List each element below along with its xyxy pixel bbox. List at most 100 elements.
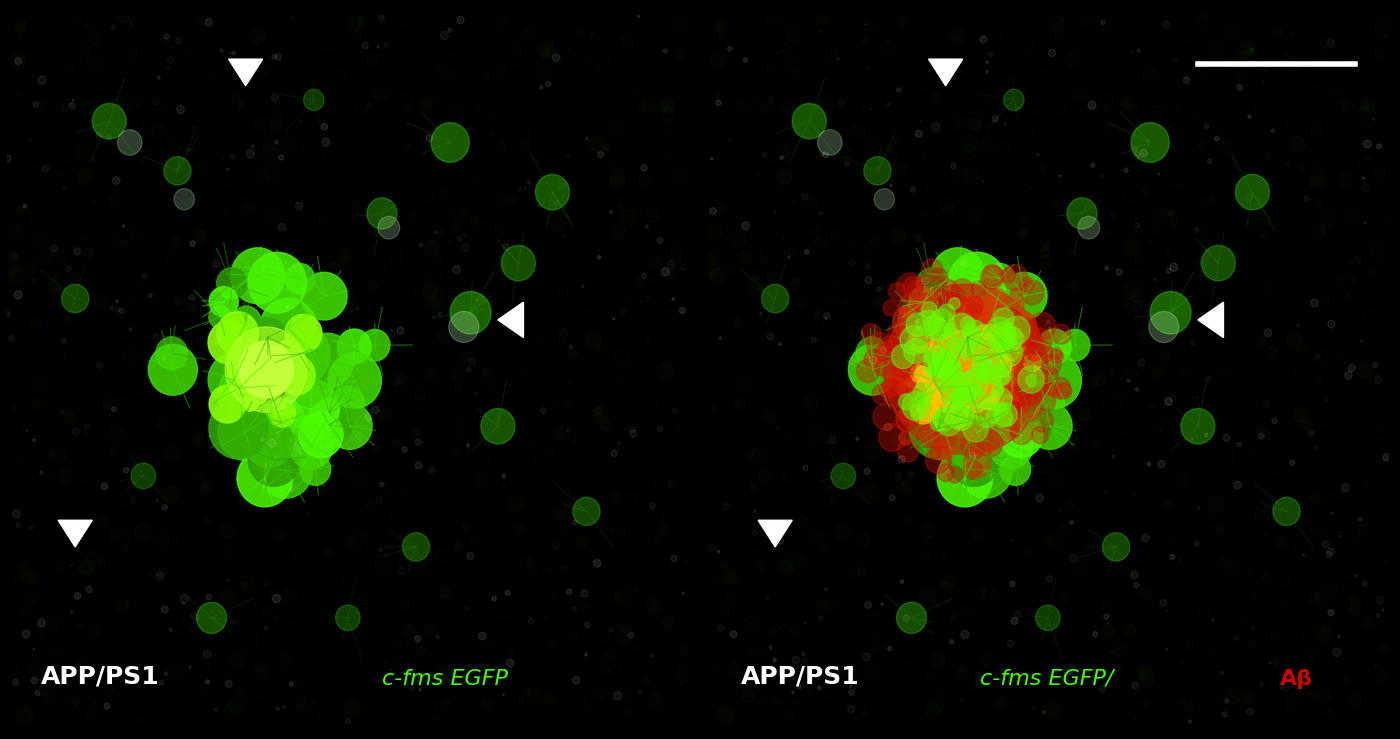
Circle shape bbox=[109, 427, 125, 444]
Circle shape bbox=[893, 434, 904, 446]
Circle shape bbox=[986, 61, 988, 64]
Circle shape bbox=[710, 208, 717, 214]
Circle shape bbox=[930, 339, 946, 357]
Circle shape bbox=[1004, 381, 1036, 415]
Circle shape bbox=[1032, 426, 1049, 443]
Circle shape bbox=[1109, 545, 1116, 553]
Circle shape bbox=[1050, 378, 1071, 399]
Circle shape bbox=[883, 339, 900, 357]
Circle shape bbox=[612, 224, 626, 239]
Circle shape bbox=[567, 429, 570, 432]
Circle shape bbox=[816, 10, 829, 23]
Circle shape bbox=[1359, 103, 1368, 112]
Circle shape bbox=[924, 326, 935, 337]
Circle shape bbox=[969, 382, 994, 407]
Circle shape bbox=[1002, 401, 1022, 423]
Circle shape bbox=[1344, 678, 1350, 685]
Circle shape bbox=[906, 319, 914, 329]
Circle shape bbox=[1140, 670, 1155, 686]
Circle shape bbox=[980, 333, 1001, 355]
Circle shape bbox=[1341, 483, 1350, 492]
Circle shape bbox=[378, 217, 400, 239]
Circle shape bbox=[1247, 448, 1256, 455]
Circle shape bbox=[81, 236, 85, 240]
Circle shape bbox=[977, 367, 998, 389]
Circle shape bbox=[1093, 381, 1099, 386]
Circle shape bbox=[952, 371, 979, 399]
Circle shape bbox=[937, 381, 948, 392]
Circle shape bbox=[619, 687, 631, 701]
Circle shape bbox=[966, 349, 981, 364]
Circle shape bbox=[434, 253, 444, 264]
Circle shape bbox=[127, 58, 133, 64]
Circle shape bbox=[1226, 688, 1242, 704]
Circle shape bbox=[263, 166, 280, 183]
Circle shape bbox=[728, 47, 732, 51]
Circle shape bbox=[1376, 144, 1382, 149]
Circle shape bbox=[864, 350, 885, 370]
Circle shape bbox=[1009, 356, 1040, 389]
Circle shape bbox=[949, 356, 969, 376]
Circle shape bbox=[1032, 367, 1040, 377]
Circle shape bbox=[286, 314, 322, 353]
Circle shape bbox=[567, 347, 578, 358]
Circle shape bbox=[987, 352, 1004, 369]
Circle shape bbox=[1158, 173, 1159, 174]
Circle shape bbox=[557, 336, 566, 344]
Circle shape bbox=[403, 624, 416, 637]
Circle shape bbox=[1057, 384, 1071, 399]
Circle shape bbox=[1259, 180, 1267, 189]
Circle shape bbox=[1061, 367, 1067, 373]
Circle shape bbox=[209, 287, 238, 317]
Circle shape bbox=[1337, 636, 1340, 638]
Circle shape bbox=[647, 208, 659, 222]
Circle shape bbox=[1018, 383, 1046, 411]
Circle shape bbox=[906, 313, 928, 336]
Circle shape bbox=[966, 371, 988, 395]
Circle shape bbox=[748, 452, 753, 457]
Circle shape bbox=[172, 324, 185, 338]
Circle shape bbox=[1131, 123, 1169, 163]
Circle shape bbox=[1309, 176, 1322, 188]
Circle shape bbox=[1310, 299, 1319, 307]
Circle shape bbox=[966, 345, 973, 353]
Circle shape bbox=[1151, 367, 1162, 378]
Circle shape bbox=[433, 715, 437, 719]
Circle shape bbox=[960, 298, 1016, 357]
Circle shape bbox=[939, 329, 967, 357]
Circle shape bbox=[928, 333, 956, 362]
Circle shape bbox=[659, 103, 668, 112]
Circle shape bbox=[3, 259, 18, 275]
Circle shape bbox=[148, 344, 197, 395]
Circle shape bbox=[995, 697, 1007, 709]
Circle shape bbox=[1271, 129, 1275, 133]
Circle shape bbox=[398, 701, 402, 705]
Circle shape bbox=[155, 533, 171, 548]
Circle shape bbox=[1183, 77, 1190, 84]
Circle shape bbox=[993, 373, 1021, 403]
Circle shape bbox=[1337, 358, 1340, 361]
Circle shape bbox=[945, 364, 955, 374]
Circle shape bbox=[918, 358, 937, 376]
Circle shape bbox=[1015, 375, 1036, 396]
Circle shape bbox=[652, 105, 657, 108]
Circle shape bbox=[973, 529, 984, 541]
Circle shape bbox=[966, 391, 983, 407]
Circle shape bbox=[647, 607, 651, 613]
Circle shape bbox=[962, 136, 979, 152]
Circle shape bbox=[609, 169, 626, 186]
Circle shape bbox=[966, 350, 984, 370]
Circle shape bbox=[822, 240, 827, 246]
Circle shape bbox=[1043, 295, 1056, 307]
Circle shape bbox=[998, 401, 1011, 414]
Circle shape bbox=[1004, 316, 1030, 344]
Circle shape bbox=[967, 296, 983, 313]
Circle shape bbox=[1295, 64, 1301, 70]
Circle shape bbox=[466, 443, 469, 447]
Circle shape bbox=[963, 396, 988, 423]
Circle shape bbox=[903, 615, 910, 621]
Circle shape bbox=[682, 592, 685, 594]
Circle shape bbox=[944, 322, 956, 335]
Circle shape bbox=[1355, 575, 1357, 576]
Circle shape bbox=[945, 327, 959, 342]
